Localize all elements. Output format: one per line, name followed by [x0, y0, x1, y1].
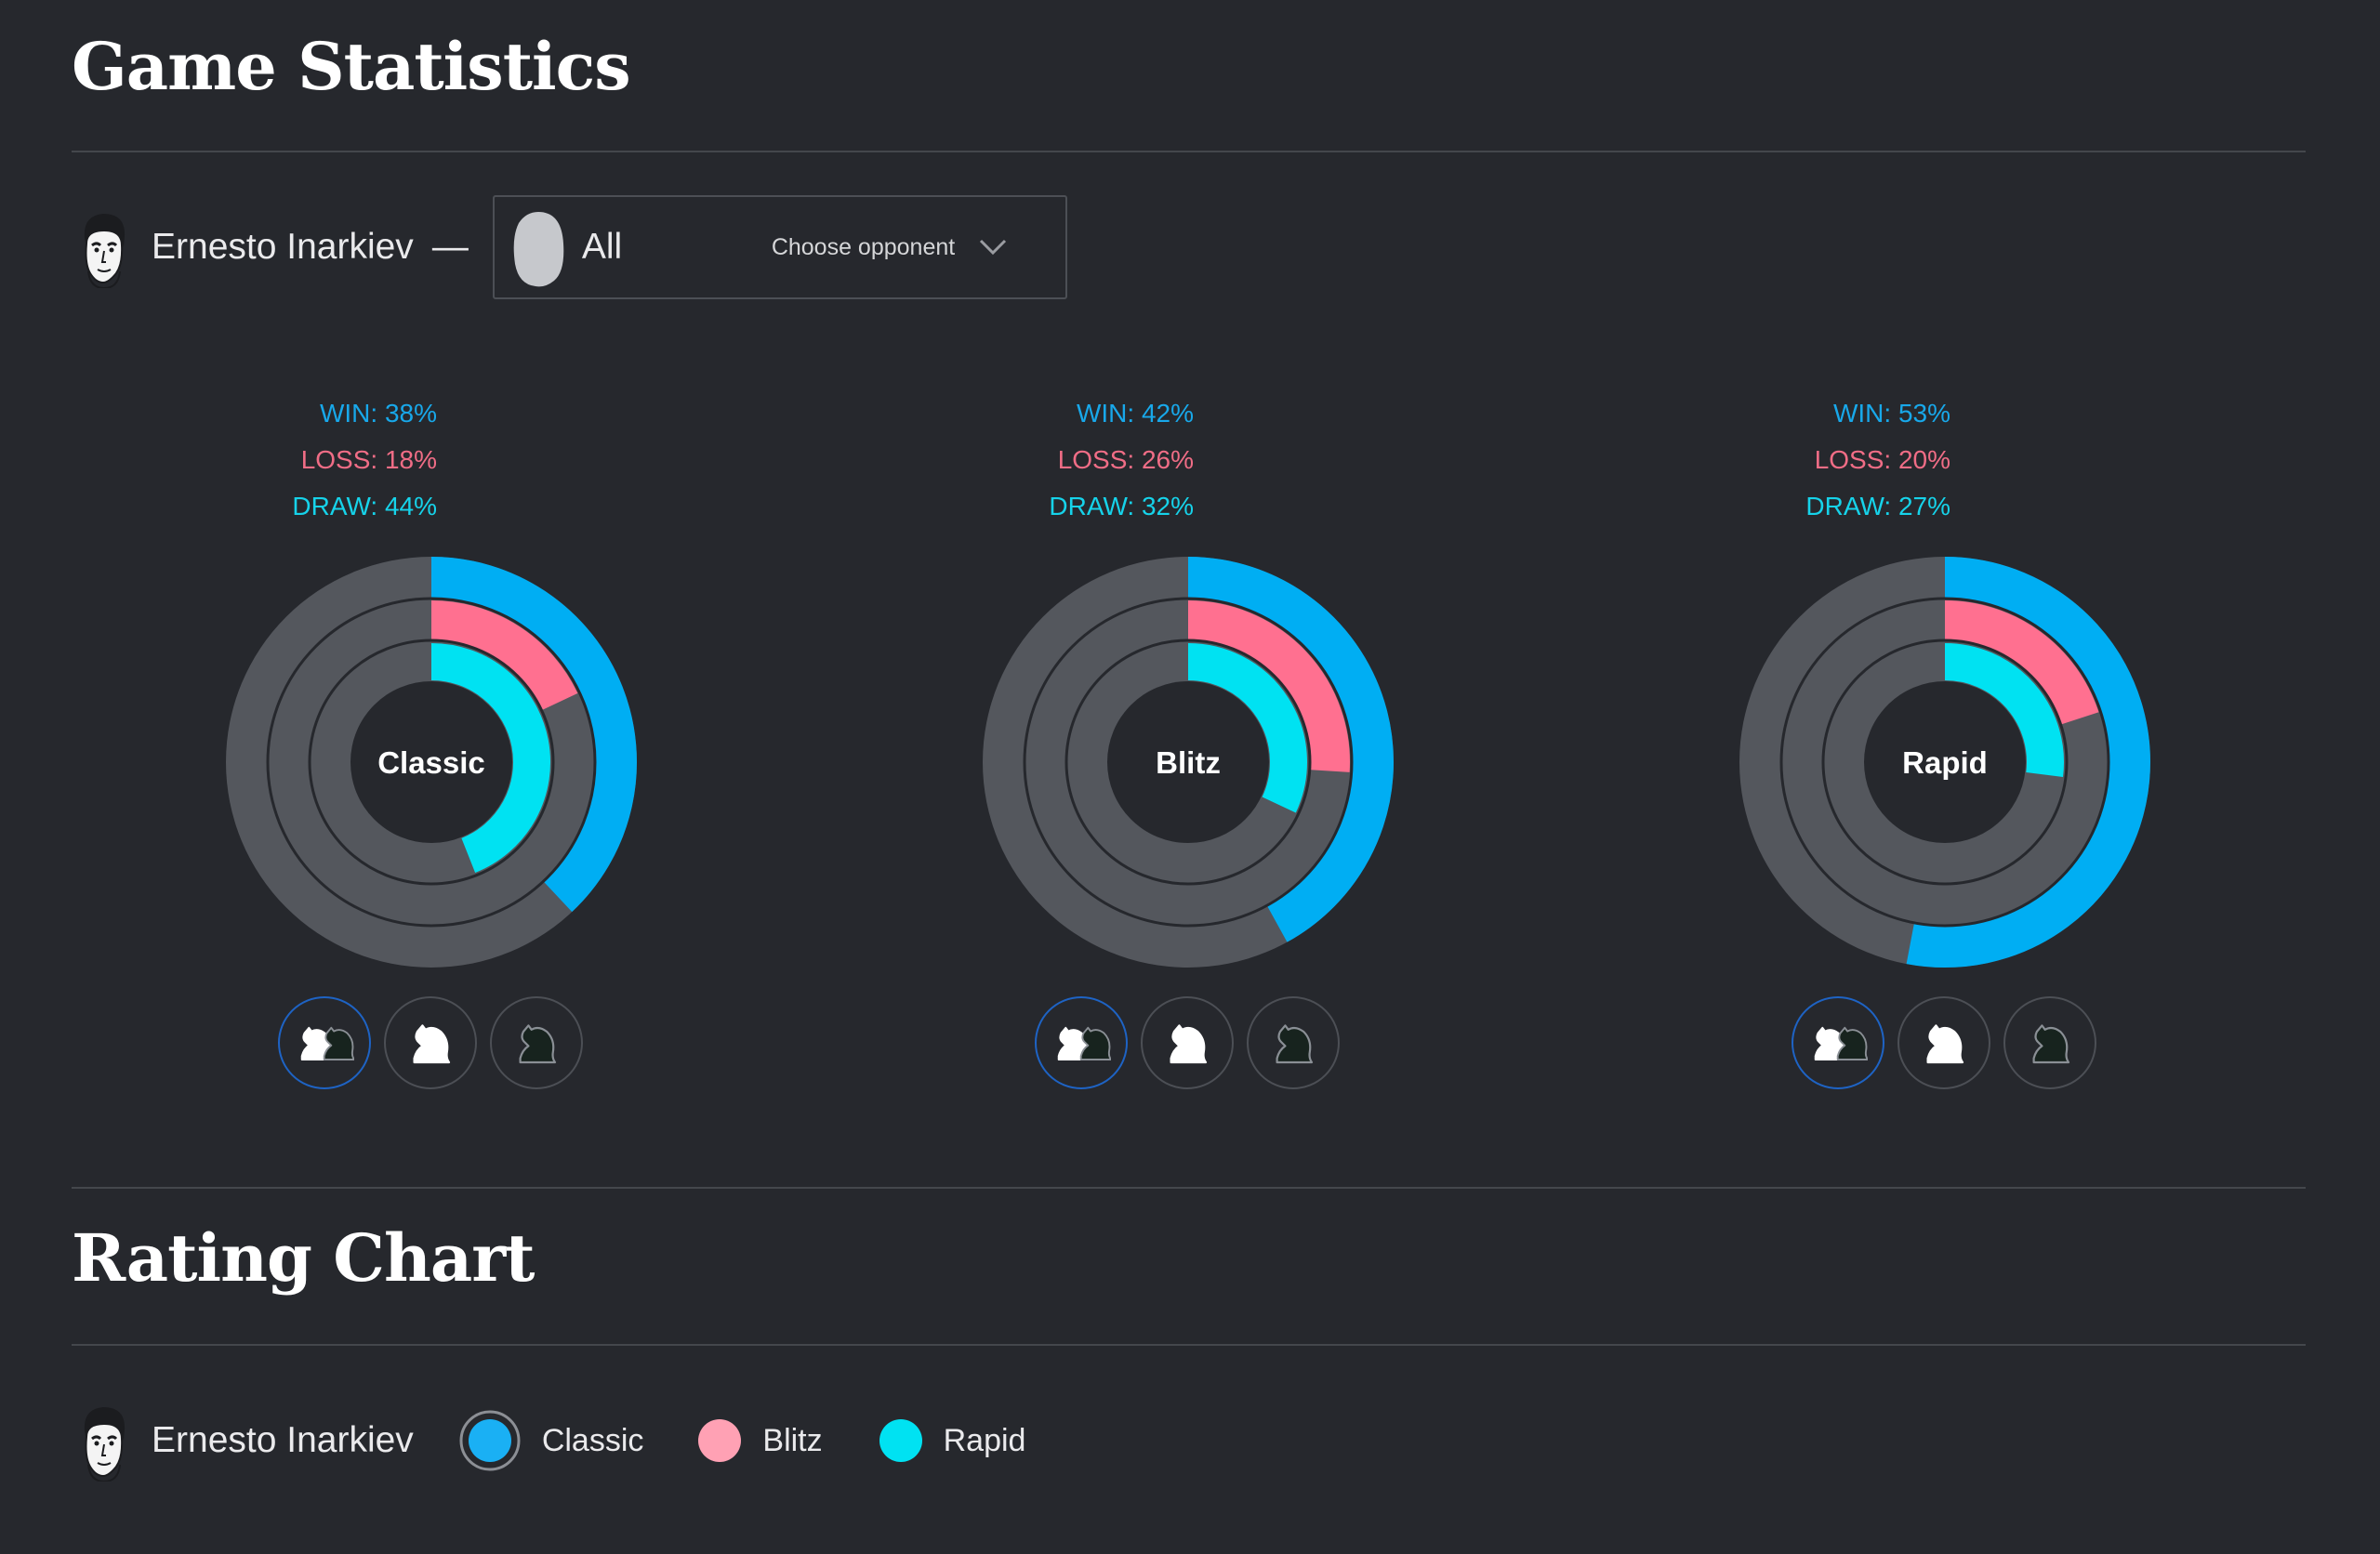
draw-stat: DRAW: 32% — [1049, 492, 1194, 520]
donut-chart-classic: Classic — [226, 557, 637, 968]
versus-dash: — — [431, 227, 469, 267]
opponent-dropdown[interactable]: All Choose opponent — [492, 195, 1067, 299]
side-filter-group — [278, 996, 583, 1089]
player-name[interactable]: Ernesto Inarkiev — [152, 1420, 414, 1460]
draw-arc — [430, 643, 550, 874]
player-avatar — [72, 1400, 137, 1482]
black-side-button[interactable] — [490, 996, 583, 1089]
both-sides-icon — [1814, 1026, 1868, 1060]
divider — [72, 1344, 2306, 1346]
donut-block-blitz: WIN: 42% LOSS: 26% DRAW: 32% Blitz — [974, 390, 1532, 1097]
legend-classic-dot — [459, 1410, 521, 1471]
donut-chart-blitz: Blitz — [983, 557, 1394, 968]
donut-center — [1864, 681, 2026, 843]
white-side-button[interactable] — [384, 996, 477, 1089]
opponent-value: All — [581, 227, 623, 267]
white-side-button[interactable] — [1141, 996, 1234, 1089]
black-knight-icon — [519, 1024, 557, 1064]
win-arc — [1187, 557, 1394, 942]
legend-classic[interactable]: Classic — [458, 1409, 644, 1472]
legend-label: Blitz — [762, 1422, 823, 1458]
both-sides-button[interactable] — [1035, 996, 1128, 1089]
choose-opponent-label: Choose opponent — [771, 233, 956, 260]
player-avatar — [72, 206, 137, 288]
loss-arc — [430, 600, 578, 711]
loss-arc — [1944, 600, 2099, 725]
donut-center-label: Rapid — [1902, 745, 1988, 780]
draw-arc — [1944, 643, 2064, 778]
legend-blitz[interactable]: Blitz — [697, 1418, 823, 1463]
opponent-silhouette-icon — [513, 212, 564, 287]
donut-block-rapid: WIN: 53% LOSS: 20% DRAW: 27% Rapid — [1731, 390, 2289, 1097]
loss-stat: LOSS: 20% — [1814, 445, 1950, 474]
white-knight-icon — [413, 1024, 451, 1064]
legend-label: Rapid — [943, 1422, 1026, 1458]
both-sides-icon — [1057, 1026, 1111, 1060]
ring-separator — [1023, 597, 1354, 928]
win-arc — [430, 557, 637, 913]
donut-stats: WIN: 53% LOSS: 20% DRAW: 27% — [1805, 390, 1950, 530]
donut-center — [350, 681, 512, 843]
win-stat: WIN: 42% — [1076, 399, 1194, 428]
divider — [72, 1187, 2306, 1189]
rating-chart-title: Rating Chart — [72, 1219, 535, 1297]
donut-center-label: Classic — [377, 745, 485, 780]
white-side-button[interactable] — [1897, 996, 1990, 1089]
loss-stat: LOSS: 18% — [300, 445, 437, 474]
win-arc — [1906, 557, 2150, 968]
draw-stat: DRAW: 27% — [1805, 492, 1950, 520]
donut-stats: WIN: 38% LOSS: 18% DRAW: 44% — [292, 390, 437, 530]
ring-separator — [308, 639, 555, 886]
win-stat: WIN: 38% — [319, 399, 437, 428]
black-knight-icon — [2032, 1024, 2070, 1064]
ring-separator — [1064, 639, 1312, 886]
ring-separator — [1779, 597, 2110, 928]
ring-separator — [1821, 639, 2069, 886]
player-name[interactable]: Ernesto Inarkiev — [152, 227, 414, 267]
loss-stat: LOSS: 26% — [1057, 445, 1194, 474]
legend-blitz-dot — [698, 1419, 742, 1462]
rating-legend-row: Ernesto Inarkiev Classic Blitz Rapid — [72, 1400, 1025, 1482]
donut-center-label: Blitz — [1156, 745, 1221, 780]
black-side-button[interactable] — [1247, 996, 1340, 1089]
game-statistics-title: Game Statistics — [72, 28, 631, 105]
white-knight-icon — [1926, 1024, 1964, 1064]
draw-stat: DRAW: 44% — [292, 492, 437, 520]
donut-block-classic: WIN: 38% LOSS: 18% DRAW: 44% Classic — [218, 390, 775, 1097]
legend-rapid-dot — [879, 1419, 922, 1462]
legend-label: Classic — [541, 1422, 644, 1458]
both-sides-button[interactable] — [278, 996, 371, 1089]
white-knight-icon — [1170, 1024, 1208, 1064]
donut-stats: WIN: 42% LOSS: 26% DRAW: 32% — [1049, 390, 1194, 530]
both-sides-button[interactable] — [1792, 996, 1884, 1089]
legend-rapid[interactable]: Rapid — [879, 1418, 1026, 1463]
ring-separator — [266, 597, 597, 928]
side-filter-group — [1792, 996, 2096, 1089]
draw-arc — [1187, 643, 1307, 813]
black-knight-icon — [1276, 1024, 1314, 1064]
divider — [72, 151, 2306, 152]
loss-arc — [1187, 600, 1350, 772]
black-side-button[interactable] — [2003, 996, 2096, 1089]
chevron-down-icon — [980, 239, 1007, 256]
both-sides-icon — [300, 1026, 354, 1060]
donut-chart-rapid: Rapid — [1739, 557, 2150, 968]
win-stat: WIN: 53% — [1832, 399, 1950, 428]
donut-center — [1107, 681, 1269, 843]
opponent-selector-row: Ernesto Inarkiev — All Choose opponent — [72, 195, 1067, 299]
side-filter-group — [1035, 996, 1340, 1089]
